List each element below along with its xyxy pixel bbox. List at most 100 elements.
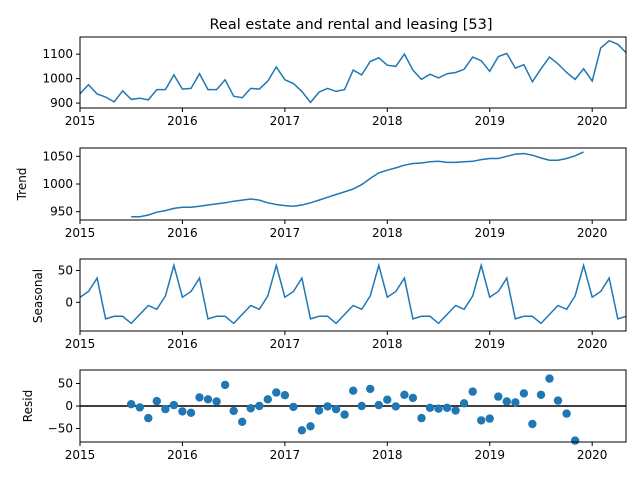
- seasonal-xtick-label: 2015: [65, 337, 96, 351]
- observed-series: 2015 2016 2017 2018 2019 2020 900 1000 1100: [42, 39, 627, 128]
- resid-xtick-label: 2018: [372, 448, 403, 462]
- seasonal-panel: Seasonal 2015 2016 2017 2018 2019 2020 0 50: [31, 258, 627, 351]
- resid-point: [459, 399, 469, 408]
- seasonal-ylabel: Seasonal: [31, 269, 45, 323]
- observed-ytick-label: 1000: [42, 72, 73, 86]
- resid-point: [468, 387, 477, 396]
- resid-point: [161, 404, 170, 414]
- observed-ytick-label: 900: [50, 96, 73, 110]
- resid-point: [178, 407, 187, 416]
- seasonal-xtick-label: 2019: [474, 337, 505, 351]
- trend-ytick-label: 1050: [42, 149, 73, 163]
- seasonal-xtick-label: 2017: [270, 337, 301, 351]
- trend-xtick-label: 2018: [372, 226, 403, 240]
- observed-xtick-label: 2017: [270, 114, 301, 128]
- resid-point: [366, 384, 375, 394]
- resid-point: [528, 419, 537, 429]
- resid-point: [186, 408, 196, 417]
- trend-series: 2015 2016 2017 2018 2019 2020 950 1000 1050: [42, 149, 607, 240]
- trend-xtick-label: 2016: [167, 226, 198, 240]
- resid-point: [195, 393, 204, 402]
- resid-xtick-label: 2016: [167, 448, 198, 462]
- resid-point: [502, 397, 511, 406]
- resid-point: [203, 395, 213, 404]
- observed-panel: 2015 2016 2017 2018 2019 2020 900 1000 1100: [42, 36, 627, 128]
- resid-point: [169, 400, 179, 410]
- observed-xtick-label: 2020: [577, 114, 608, 128]
- resid-point: [400, 390, 409, 399]
- resid-panel: Resid 2015 2016 2017 2018 2019 2020 −50 0 50: [21, 369, 627, 462]
- resid-point: [263, 395, 272, 404]
- resid-point: [494, 392, 503, 401]
- observed-line: [79, 39, 627, 104]
- resid-point: [331, 404, 341, 414]
- resid-xtick-label: 2019: [474, 448, 505, 462]
- resid-point: [391, 402, 400, 411]
- resid-point: [135, 403, 144, 412]
- resid-xtick-label: 2015: [65, 448, 96, 462]
- resid-point: [545, 374, 554, 383]
- trend-line: [131, 151, 584, 218]
- resid-point: [246, 404, 255, 413]
- observed-ytick-label: 1100: [42, 47, 73, 61]
- resid-point: [314, 406, 324, 415]
- trend-xtick-label: 2020: [577, 226, 608, 240]
- seasonal-ytick-label: 0: [65, 295, 73, 309]
- resid-point: [442, 403, 452, 412]
- resid-point: [562, 409, 571, 418]
- resid-point: [434, 404, 443, 413]
- seasonal-ytick-label: 50: [58, 263, 73, 277]
- resid-point: [383, 395, 392, 404]
- resid-frame: [79, 369, 627, 443]
- resid-point: [485, 414, 494, 423]
- observed-xtick-label: 2016: [167, 114, 198, 128]
- resid-point: [408, 393, 418, 403]
- resid-xtick-label: 2020: [577, 448, 608, 462]
- resid-point: [144, 413, 153, 423]
- seasonal-xtick-label: 2016: [167, 337, 198, 351]
- resid-point: [417, 413, 426, 423]
- resid-point: [306, 422, 315, 431]
- resid-point: [323, 402, 332, 411]
- resid-point: [357, 401, 366, 411]
- resid-point: [374, 400, 383, 410]
- resid-series: 2015 2016 2017 2018 2019 2020 −50 0 50: [48, 374, 626, 462]
- resid-point: [536, 390, 546, 399]
- resid-point: [212, 397, 221, 406]
- resid-xtick-label: 2017: [270, 448, 301, 462]
- resid-point: [425, 403, 435, 412]
- seasonal-xtick-label: 2018: [372, 337, 403, 351]
- resid-point: [220, 380, 230, 390]
- resid-point: [229, 406, 238, 416]
- resid-point: [570, 436, 580, 445]
- observed-xtick-label: 2015: [65, 114, 96, 128]
- resid-ytick-label: −50: [48, 422, 73, 436]
- resid-point: [238, 417, 247, 426]
- resid-ylabel: Resid: [21, 390, 35, 422]
- trend-xtick-label: 2017: [270, 226, 301, 240]
- seasonal-series: 2015 2016 2017 2018 2019 2020 0 50: [58, 262, 627, 351]
- resid-point: [511, 398, 520, 407]
- resid-point: [553, 396, 563, 405]
- resid-point: [280, 391, 290, 400]
- trend-xtick-label: 2015: [65, 226, 96, 240]
- observed-frame: [79, 36, 627, 109]
- resid-point: [519, 389, 529, 398]
- resid-point: [255, 401, 264, 411]
- resid-point: [289, 402, 298, 412]
- trend-xtick-label: 2019: [474, 226, 505, 240]
- resid-point: [272, 388, 281, 397]
- observed-xtick-label: 2019: [474, 114, 505, 128]
- seasonal-xtick-label: 2020: [577, 337, 608, 351]
- seasonal-frame: [79, 258, 627, 332]
- resid-point: [451, 406, 460, 415]
- observed-xtick-label: 2018: [372, 114, 403, 128]
- trend-panel: Trend 2015 2016 2017 2018 2019 2020 950 1000 105…: [15, 147, 627, 240]
- resid-ytick-label: 0: [65, 399, 73, 413]
- trend-ytick-label: 950: [50, 205, 73, 219]
- seasonal-line: [79, 262, 627, 325]
- resid-point: [297, 426, 307, 435]
- trend-ytick-label: 1000: [42, 177, 73, 191]
- resid-point: [127, 400, 136, 409]
